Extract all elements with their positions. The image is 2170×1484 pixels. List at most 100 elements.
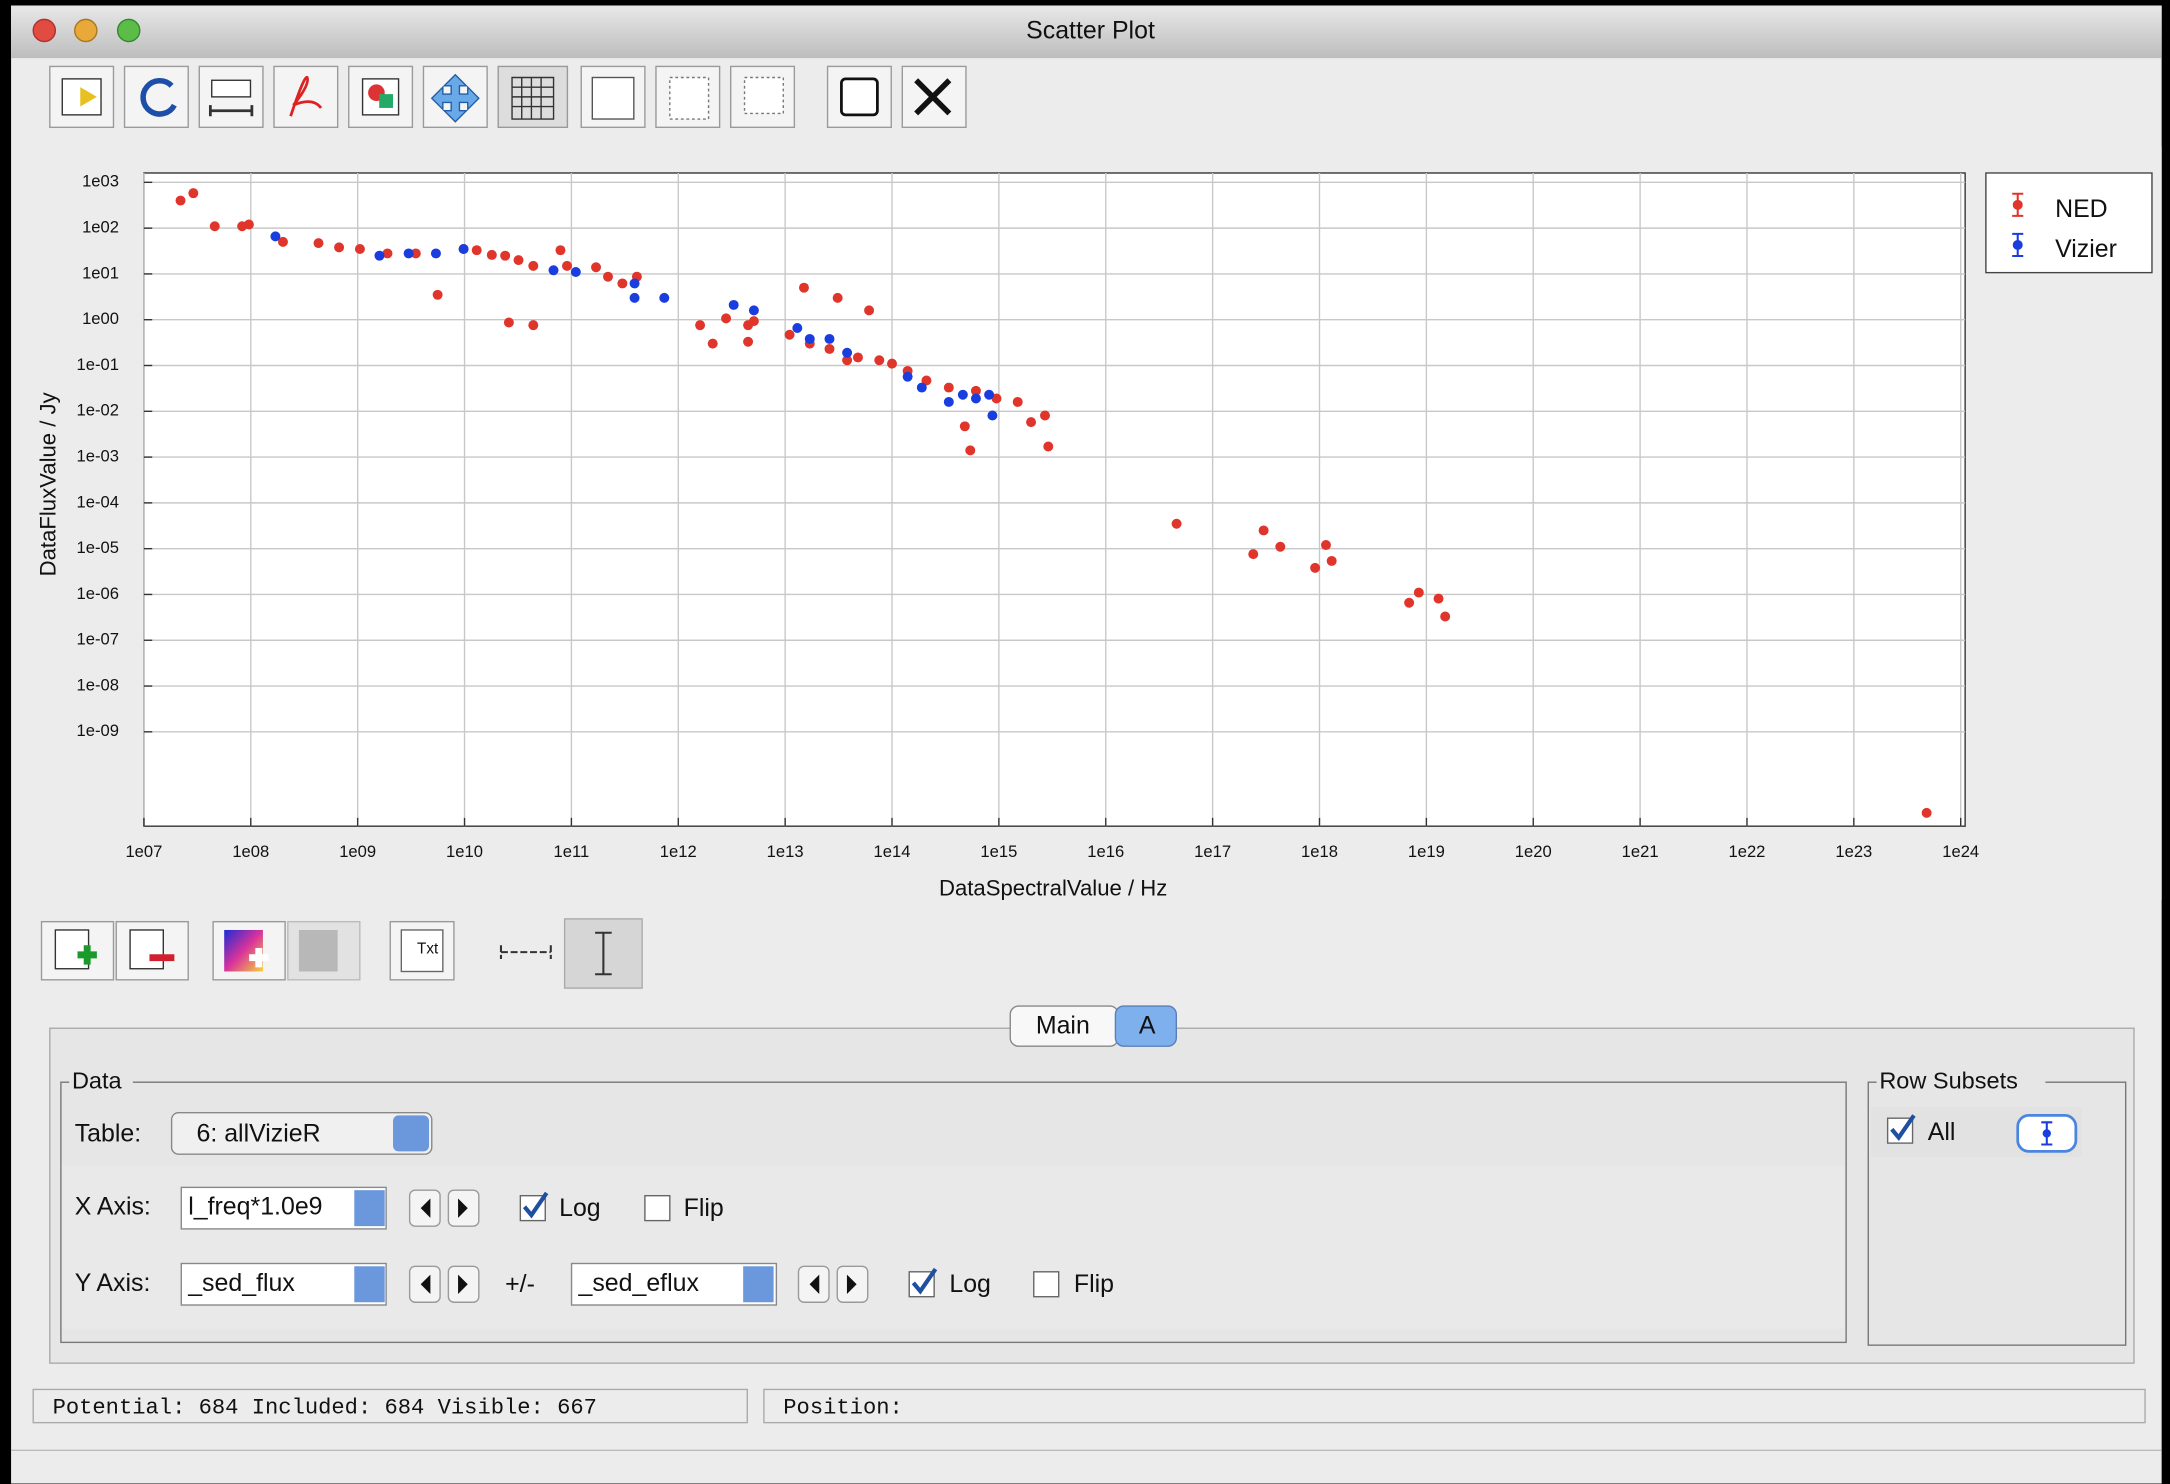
data-point [1275, 541, 1286, 552]
group-title: Row Subsets [1879, 1067, 2018, 1093]
data-point [984, 389, 995, 400]
plot-toolbar: Txt [40, 918, 643, 989]
data-point [1248, 549, 1259, 560]
x-tick-label: 1e09 [339, 842, 376, 861]
data-point [792, 322, 803, 333]
x-flip-checkbox[interactable] [644, 1194, 671, 1222]
data-point [555, 245, 566, 256]
data-point [513, 255, 524, 266]
close-button[interactable] [32, 18, 57, 43]
y-axis-field[interactable] [180, 1262, 387, 1306]
y-log-label: Log [949, 1270, 991, 1298]
table-label: Table: [75, 1119, 141, 1147]
data-point [1012, 396, 1023, 407]
checkmark [911, 1267, 938, 1295]
table-select[interactable] [170, 1111, 433, 1155]
zoom-button[interactable] [116, 18, 141, 43]
data-point [410, 248, 421, 259]
arrows [809, 1274, 857, 1294]
data-point [374, 250, 385, 261]
data-point [991, 393, 1002, 404]
x-axis-field[interactable] [180, 1186, 387, 1230]
x-tick-label: 1e12 [660, 842, 697, 861]
data-point [354, 244, 365, 254]
data-point [500, 250, 511, 261]
data-point [570, 267, 581, 278]
data-point [528, 260, 539, 271]
data-point [175, 195, 186, 206]
y-tick-label: 1e-03 [77, 446, 119, 465]
data-point [334, 242, 345, 253]
data-point [748, 316, 759, 327]
data-point [562, 260, 573, 271]
checkmark [522, 1191, 549, 1219]
toolbar-button[interactable] [273, 65, 339, 129]
data-point [209, 221, 220, 232]
icon [208, 105, 254, 117]
y-axis-label: Y Axis: [75, 1269, 151, 1297]
data-point [471, 245, 482, 256]
icon [2042, 1129, 2051, 1138]
data-point [804, 333, 815, 344]
data-point [874, 355, 885, 366]
subset-label: All [1928, 1118, 1956, 1146]
data-point [784, 329, 795, 340]
data-point [1433, 593, 1444, 604]
data-point [1404, 597, 1415, 608]
icon [298, 929, 338, 972]
x-flip-label: Flip [684, 1194, 724, 1222]
data-point [1320, 540, 1331, 551]
x-tick-label: 1e11 [554, 842, 590, 861]
y-tick-label: 1e-01 [77, 355, 119, 374]
data-point [1921, 807, 1932, 818]
icon [129, 929, 164, 970]
error-field[interactable] [570, 1262, 778, 1306]
legend-marker [2012, 239, 2023, 250]
data-point [1440, 611, 1451, 622]
legend-entries: NED Vizier [2012, 192, 2117, 263]
x-tick-label: 1e24 [1942, 842, 1979, 861]
y-flip-checkbox[interactable] [1033, 1271, 1060, 1298]
data-point [548, 265, 559, 276]
toolbar-button[interactable] [49, 65, 115, 129]
y-tick-label: 1e-07 [77, 630, 119, 649]
legend-label: Vizier [2055, 235, 2117, 263]
data-point [721, 313, 732, 324]
icon [80, 87, 97, 107]
x-tick-label: 1e15 [980, 842, 1017, 861]
checkmark [1890, 1114, 1916, 1141]
status-position: Position: [783, 1395, 903, 1420]
y-tick-label: 1e00 [82, 309, 119, 328]
table-value: 6: allVizieR [197, 1119, 321, 1147]
icon [591, 76, 635, 120]
error-label: +/- [505, 1270, 535, 1298]
data-point [1026, 417, 1037, 428]
data-point [842, 355, 853, 366]
y-tick-label: 1e-04 [77, 492, 119, 511]
y-tick-label: 1e-08 [77, 675, 119, 694]
group-title-bg [69, 1071, 133, 1094]
data-point [458, 244, 469, 254]
data-point [1043, 441, 1054, 452]
data-point [965, 445, 976, 456]
data-point [243, 219, 254, 230]
data-point [987, 410, 998, 421]
toolbar-button[interactable] [123, 65, 189, 129]
status-counts-box [32, 1388, 748, 1424]
data-point [970, 393, 981, 404]
data-point [728, 299, 739, 310]
data-point [916, 382, 927, 393]
window-title: Scatter Plot [1026, 16, 1155, 44]
data-point [503, 317, 514, 328]
minimize-button[interactable] [74, 18, 98, 43]
y-tick-label: 1e-02 [77, 401, 119, 420]
tab-a[interactable] [1114, 1005, 1178, 1047]
x-tick-label: 1e08 [232, 842, 269, 861]
y-tick-label: 1e-06 [77, 584, 119, 603]
arrows [420, 1274, 468, 1294]
plot-area [143, 172, 1966, 827]
arrows [420, 1198, 468, 1218]
icon [77, 945, 97, 965]
data-point [1326, 555, 1337, 566]
